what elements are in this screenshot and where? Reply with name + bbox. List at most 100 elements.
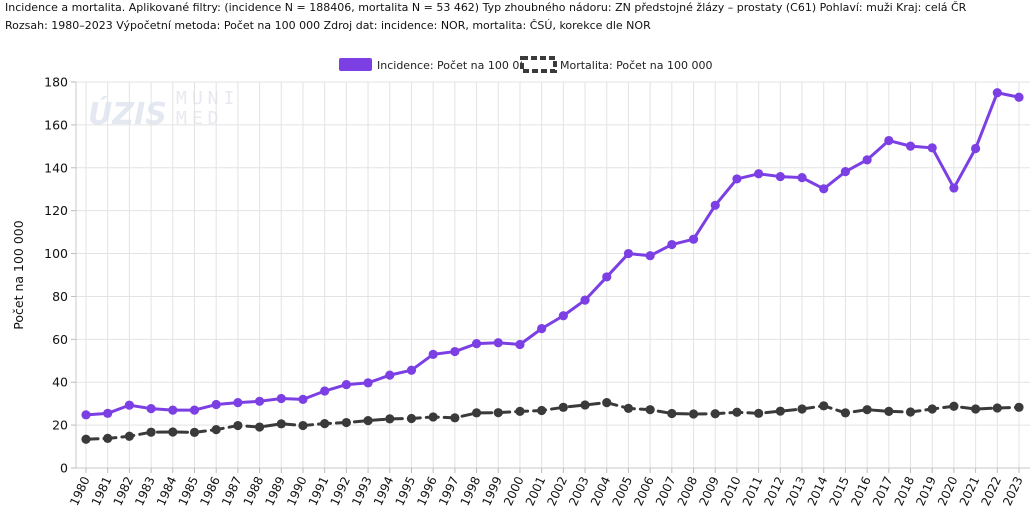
y-tick-label: 20 [52,418,68,433]
data-point-mortality [927,404,937,414]
uzis-logo-text: ÚZIS [88,95,167,132]
data-point-incidence [146,403,156,414]
muni-med-logo-text: MED [176,108,224,129]
data-point-incidence [775,171,785,182]
x-tick-label: 2023 [1000,474,1026,508]
data-point-mortality [667,408,677,419]
y-tick-label: 0 [60,461,68,476]
data-point-mortality [276,419,286,429]
data-point-incidence [819,184,829,194]
data-point-incidence [949,183,959,193]
x-axis: 1980198119821983198419851986198719881989… [67,467,1030,508]
data-point-mortality [406,413,417,424]
chart-subtitle-filters: Incidence a mortalita. Aplikované filtry… [5,1,967,14]
data-point-incidence [797,173,807,183]
legend-swatch-incidence [339,58,372,71]
data-point-incidence [363,378,373,388]
data-point-incidence [276,393,286,404]
muni-logo-text: MUNI [176,88,239,109]
y-tick-label: 80 [52,289,68,304]
data-point-mortality [710,409,720,419]
data-point-mortality [211,425,221,435]
data-point-mortality [385,414,395,424]
data-point-incidence [428,349,438,359]
data-point-mortality [471,408,482,418]
data-point-mortality [623,403,634,413]
data-point-incidence [754,169,764,179]
data-point-incidence [971,143,981,154]
data-point-mortality [732,407,742,417]
data-point-mortality [602,397,612,408]
series-line-mortality [84,401,1021,441]
data-point-incidence [992,88,1002,98]
data-point-mortality [819,401,829,411]
series-incidence [81,88,1024,420]
data-point-incidence [623,248,634,259]
data-point-mortality [905,407,916,417]
data-point-incidence [558,311,568,321]
chart-subtitle-range: Rozsah: 1980–2023 Výpočetní metoda: Poče… [5,19,651,32]
data-point-mortality [428,412,438,422]
data-point-mortality [254,422,265,432]
data-point-incidence [645,251,655,261]
data-point-incidence [450,346,460,357]
data-point-incidence [667,239,677,250]
data-point-incidence [254,396,265,406]
data-point-incidence [710,200,720,210]
data-point-mortality [146,427,156,437]
legend-label-incidence: Incidence: Počet na 100 000 [377,59,533,72]
data-point-mortality [840,408,851,418]
y-tick-label: 160 [44,117,68,132]
data-point-mortality [580,400,590,410]
data-point-mortality [1014,402,1024,412]
legend-item-mortality[interactable]: Mortalita: Počet na 100 000 [520,56,712,73]
y-tick-label: 100 [44,246,68,261]
data-point-mortality [515,406,525,416]
data-point-incidence [211,399,221,410]
data-point-incidence [233,397,243,408]
data-point-mortality [493,408,503,418]
data-point-mortality [775,406,785,416]
data-point-incidence [341,379,351,390]
data-point-incidence [124,400,134,410]
y-axis: 0 20 40 60 80 100 120 140 160 180 [44,75,77,476]
data-point-incidence [515,339,525,350]
data-point-mortality [884,406,894,416]
data-point-incidence [471,339,482,349]
data-point-incidence [320,386,330,396]
y-tick-label: 180 [44,75,68,90]
data-point-incidence [1014,92,1024,102]
data-point-mortality [558,402,568,412]
watermark: ÚZIS MUNI MED [88,88,239,132]
data-point-incidence [602,272,612,282]
data-point-incidence [189,405,200,415]
data-point-mortality [189,427,200,438]
data-point-incidence [927,143,937,153]
data-point-mortality [320,419,330,429]
legend: Incidence: Počet na 100 000 Mortalita: P… [339,56,712,73]
data-point-mortality [645,405,655,415]
legend-label-mortality: Mortalita: Počet na 100 000 [560,59,712,72]
grid [76,81,1030,469]
data-point-mortality [341,417,351,428]
data-point-mortality [298,420,308,431]
y-tick-label: 40 [52,375,68,390]
y-tick-label: 140 [44,160,68,175]
data-point-mortality [797,404,807,414]
data-point-mortality [168,427,178,437]
data-point-incidence [168,405,178,415]
data-point-mortality [103,433,113,444]
y-tick-label: 60 [52,332,68,347]
data-point-mortality [992,403,1002,413]
legend-item-incidence[interactable]: Incidence: Počet na 100 000 [339,58,533,72]
data-point-incidence [732,174,742,184]
data-point-incidence [840,167,851,177]
data-point-mortality [233,420,243,431]
data-point-mortality [688,409,699,419]
data-point-incidence [580,295,590,305]
data-point-mortality [754,408,764,418]
data-point-mortality [124,431,134,441]
data-point-incidence [905,141,916,151]
data-point-incidence [537,324,547,334]
